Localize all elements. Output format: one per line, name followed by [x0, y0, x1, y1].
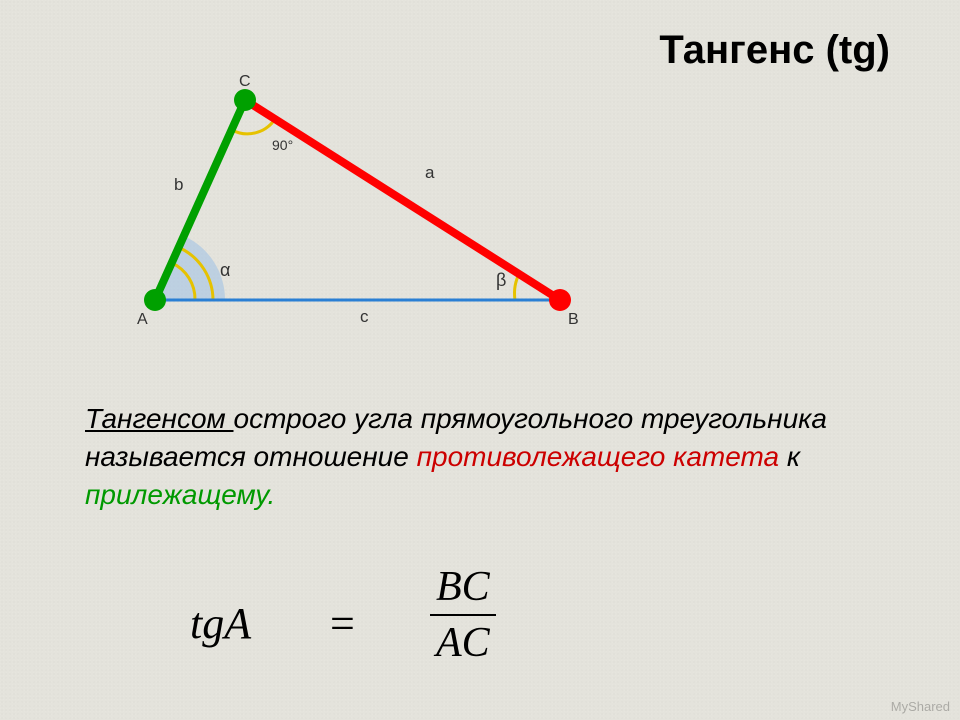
svg-text:90°: 90° — [272, 137, 293, 153]
svg-text:α: α — [220, 260, 230, 280]
svg-text:c: c — [360, 307, 369, 326]
triangle-diagram: A B Cc b a α β 90° — [110, 60, 610, 340]
formula-fraction: BC AC — [430, 564, 496, 666]
svg-text:a: a — [425, 163, 435, 182]
term-tangent: Тангенсом — [85, 403, 234, 434]
formula-equals: = — [330, 598, 355, 649]
adjacent-cathetus: прилежащему. — [85, 479, 275, 510]
formula: tgA = BC AC — [190, 560, 610, 680]
opposite-cathetus: противолежащего катета — [417, 441, 780, 472]
page-title: Тангенс (tg) — [659, 28, 890, 73]
svg-text:B: B — [568, 311, 579, 328]
formula-denominator: AC — [430, 620, 496, 666]
svg-text:C: C — [239, 73, 251, 90]
fraction-bar — [430, 614, 496, 616]
svg-text:A: A — [137, 311, 148, 328]
triangle-svg: A B Cc b a α β 90° — [110, 60, 610, 340]
slide: Тангенс (tg) ABCcbaαβ90° Тангенсом остро… — [0, 0, 960, 720]
svg-text:β: β — [496, 270, 506, 290]
svg-text:b: b — [174, 175, 183, 194]
formula-lhs: tgA — [190, 598, 251, 649]
watermark: MyShared — [891, 699, 950, 714]
def-part2: к — [779, 441, 800, 472]
formula-numerator: BC — [430, 564, 496, 610]
definition-text: Тангенсом острого угла прямоугольного тр… — [85, 400, 845, 513]
